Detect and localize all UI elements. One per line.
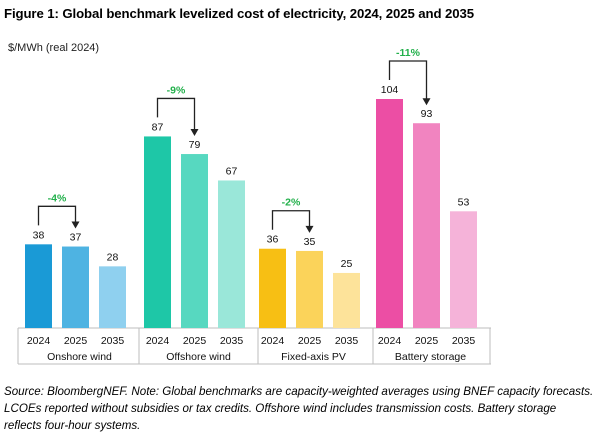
bar-fixed-axis-pv-2024 (259, 248, 286, 328)
x-tick-label-fixed-axis-pv-2024: 2024 (261, 335, 285, 347)
x-tick-label-offshore-wind-2024: 2024 (146, 335, 170, 347)
change-arrowhead-onshore-wind (71, 221, 80, 229)
x-tick-label-fixed-axis-pv-2035: 2035 (335, 335, 359, 347)
source-note: Source: BloombergNEF. Note: Global bench… (4, 385, 594, 432)
group-label-fixed-axis-pv: Fixed-axis PV (281, 351, 346, 363)
change-label-fixed-axis-pv: -2% (282, 197, 301, 209)
bar-battery-storage-2035 (450, 211, 477, 328)
data-label-battery-storage-2035: 53 (458, 196, 470, 208)
x-tick-label-onshore-wind-2025: 2025 (64, 335, 88, 347)
chart-title: Figure 1: Global benchmark levelized cos… (4, 6, 474, 21)
x-tick-label-offshore-wind-2025: 2025 (183, 335, 207, 347)
bar-offshore-wind-2025 (181, 154, 208, 328)
x-tick-label-battery-storage-2035: 2035 (452, 335, 476, 347)
x-tick-label-offshore-wind-2035: 2035 (220, 335, 244, 347)
data-label-onshore-wind-2035: 28 (107, 251, 119, 263)
data-label-fixed-axis-pv-2035: 25 (341, 258, 353, 270)
data-label-offshore-wind-2035: 67 (226, 165, 238, 177)
y-axis-unit-label: $/MWh (real 2024) (8, 42, 99, 54)
group-label-battery-storage: Battery storage (395, 351, 466, 363)
data-label-fixed-axis-pv-2025: 35 (304, 236, 316, 248)
plot-area: 38 2024 37 2025 28 2035 Onshore wind -4% 87 2024 7… (17, 47, 491, 365)
change-bracket-fixed-axis-pv (271, 210, 311, 230)
x-tick-label-battery-storage-2024: 2024 (378, 335, 402, 347)
data-label-onshore-wind-2025: 37 (70, 232, 82, 244)
group-label-onshore-wind: Onshore wind (47, 351, 112, 363)
bar-offshore-wind-2024 (144, 136, 171, 328)
group-label-offshore-wind: Offshore wind (166, 351, 231, 363)
data-label-battery-storage-2025: 93 (421, 108, 433, 120)
change-arrowhead-offshore-wind (190, 129, 199, 137)
change-arrowhead-fixed-axis-pv (305, 225, 314, 233)
x-tick-label-battery-storage-2025: 2025 (415, 335, 439, 347)
bar-onshore-wind-2024 (25, 244, 52, 328)
bar-onshore-wind-2035 (99, 266, 126, 328)
change-label-battery-storage: -11% (396, 47, 421, 59)
x-tick-label-onshore-wind-2024: 2024 (27, 335, 51, 347)
bar-offshore-wind-2035 (218, 180, 245, 328)
data-label-battery-storage-2024: 104 (381, 84, 399, 96)
change-bracket-onshore-wind (37, 205, 77, 226)
change-label-offshore-wind: -9% (167, 84, 186, 96)
change-bracket-offshore-wind (156, 97, 196, 131)
data-label-onshore-wind-2024: 38 (33, 229, 45, 241)
x-tick-label-onshore-wind-2035: 2035 (101, 335, 125, 347)
data-label-offshore-wind-2025: 79 (189, 139, 201, 151)
bar-battery-storage-2024 (376, 99, 403, 328)
change-arrowhead-battery-storage (422, 98, 431, 106)
bar-battery-storage-2025 (413, 123, 440, 328)
data-label-fixed-axis-pv-2024: 36 (267, 234, 279, 246)
data-label-offshore-wind-2024: 87 (152, 121, 164, 133)
bar-fixed-axis-pv-2025 (296, 250, 323, 328)
x-tick-label-fixed-axis-pv-2025: 2025 (298, 335, 322, 347)
bar-chart: $/MWh (real 2024) 38 2024 37 2025 28 2035 Onsh… (8, 42, 491, 365)
bar-fixed-axis-pv-2035 (333, 272, 360, 328)
bar-onshore-wind-2025 (62, 246, 89, 328)
change-label-onshore-wind: -4% (48, 192, 67, 204)
change-bracket-battery-storage (388, 60, 428, 100)
